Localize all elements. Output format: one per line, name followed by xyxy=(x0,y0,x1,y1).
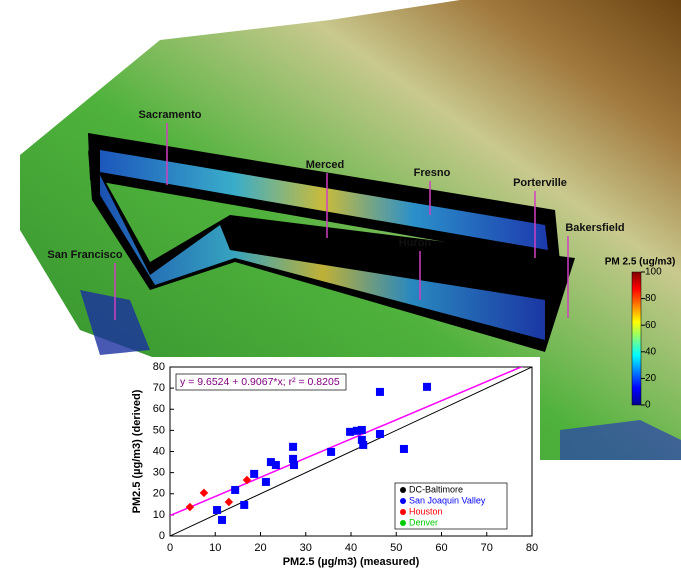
y-tick-label: 60 xyxy=(153,403,165,415)
point xyxy=(400,445,408,453)
y-tick-label: 70 xyxy=(153,382,165,394)
y-axis-label: PM2.5 (µg/m3) (derived) xyxy=(131,389,143,513)
colorbar-tick-label: 40 xyxy=(645,346,657,357)
city-label: Porterville xyxy=(513,177,567,189)
y-tick-label: 40 xyxy=(153,445,165,457)
point xyxy=(240,501,248,509)
legend-swatch xyxy=(400,498,406,504)
point xyxy=(213,506,221,514)
colorbar-title: PM 2.5 (ug/m3) xyxy=(605,257,676,268)
colorbar-tick-label: 100 xyxy=(645,267,662,278)
point xyxy=(231,486,239,494)
x-tick-label: 40 xyxy=(345,542,357,554)
x-tick-label: 80 xyxy=(526,542,538,554)
x-tick-label: 60 xyxy=(435,542,447,554)
city-label: San Francisco xyxy=(47,249,122,261)
city-label: Merced xyxy=(306,159,345,171)
point xyxy=(423,383,431,391)
x-tick-label: 20 xyxy=(254,542,266,554)
point xyxy=(327,448,335,456)
legend-swatch xyxy=(400,487,406,493)
y-tick-label: 30 xyxy=(153,467,165,479)
city-label: Bakersfield xyxy=(565,222,624,234)
point xyxy=(262,478,270,486)
legend-label: San Joaquin Valley xyxy=(409,495,486,505)
colorbar-gradient xyxy=(632,272,641,405)
city-label: Huron xyxy=(399,237,432,249)
point xyxy=(272,461,280,469)
point xyxy=(376,388,384,396)
y-tick-label: 80 xyxy=(153,361,165,373)
point xyxy=(289,443,297,451)
x-tick-label: 0 xyxy=(167,542,173,554)
city-label: Sacramento xyxy=(139,109,202,121)
x-tick-label: 50 xyxy=(390,542,402,554)
point xyxy=(218,516,226,524)
colorbar-tick-label: 0 xyxy=(645,400,651,411)
legend-swatch xyxy=(400,509,406,515)
y-tick-label: 50 xyxy=(153,424,165,436)
x-tick-label: 30 xyxy=(300,542,312,554)
annotation: y = 9.6524 + 0.9067*x; r² = 0.8205 xyxy=(180,376,340,388)
city-label: Fresno xyxy=(414,167,451,179)
colorbar-tick-label: 80 xyxy=(645,293,657,304)
colorbar-tick-label: 20 xyxy=(645,373,657,384)
point xyxy=(359,441,367,449)
point xyxy=(250,470,258,478)
y-tick-label: 0 xyxy=(159,530,165,542)
legend-swatch xyxy=(400,520,406,526)
x-tick-label: 10 xyxy=(209,542,221,554)
legend-label: Houston xyxy=(409,506,443,516)
point xyxy=(358,426,366,434)
x-tick-label: 70 xyxy=(481,542,493,554)
legend-label: DC-Baltimore xyxy=(409,484,463,494)
colorbar-tick-label: 60 xyxy=(645,320,657,331)
legend-label: Denver xyxy=(409,517,438,527)
point xyxy=(376,430,384,438)
y-tick-label: 20 xyxy=(153,488,165,500)
point xyxy=(290,461,298,469)
figure: Sacramento Merced Fresno Porterville San Fra… xyxy=(0,0,681,571)
x-axis-label: PM2.5 (µg/m3) (measured) xyxy=(283,556,420,568)
y-tick-label: 10 xyxy=(153,509,165,521)
